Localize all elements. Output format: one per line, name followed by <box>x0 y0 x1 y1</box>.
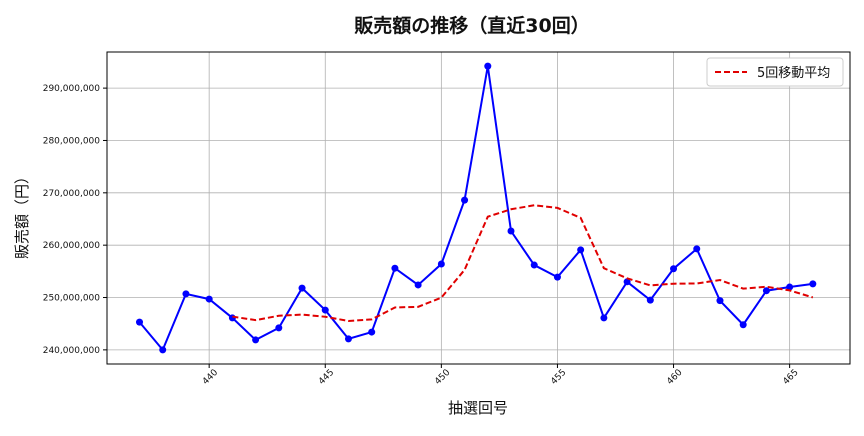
sales-data-point <box>484 62 492 70</box>
x-axis-label: 抽選回号 <box>448 399 508 417</box>
sales-data-point <box>553 273 561 281</box>
sales-data-point <box>298 284 306 292</box>
sales-data-point <box>391 264 399 272</box>
y-tick-label: 260,000,000 <box>43 241 101 251</box>
x-tick-label: 450 <box>433 368 452 387</box>
y-axis-label: 販売額（円） <box>13 169 31 259</box>
sales-data-point <box>670 265 678 273</box>
legend-label-moving-average: 5回移動平均 <box>757 66 830 81</box>
sales-data-point <box>275 324 283 332</box>
sales-data-point <box>530 261 538 269</box>
plot-frame <box>106 51 851 365</box>
sales-data-point <box>159 346 167 354</box>
legend-box <box>706 57 844 87</box>
sales-data-point <box>252 336 260 344</box>
sales-data-point <box>623 278 631 286</box>
x-tick-label: 455 <box>549 368 568 387</box>
legend: 5回移動平均 <box>706 57 844 87</box>
x-tick-label: 445 <box>317 368 336 387</box>
sales-data-point <box>414 281 422 289</box>
sales-data-point <box>344 335 352 343</box>
y-tick-label: 270,000,000 <box>43 189 101 199</box>
sales-data-point <box>461 196 469 204</box>
x-tick-label: 460 <box>665 368 684 387</box>
sales-data-point <box>739 321 747 329</box>
sales-line <box>138 65 813 352</box>
grid <box>107 52 850 364</box>
moving-average-line <box>232 204 814 322</box>
y-tick-label: 280,000,000 <box>43 136 101 146</box>
sales-data-point <box>437 260 445 268</box>
y-tick-label: 240,000,000 <box>43 346 101 356</box>
y-tick-label: 290,000,000 <box>43 84 101 94</box>
sales-data-point <box>577 246 585 254</box>
sales-data-point <box>786 283 794 291</box>
sales-data-point <box>136 318 144 326</box>
sales-data-point <box>182 290 190 298</box>
y-tick-label: 250,000,000 <box>43 294 101 304</box>
x-tick-label: 465 <box>781 368 800 387</box>
chart-title: 販売額の推移（直近30回） <box>354 14 589 37</box>
sales-data-point <box>762 287 770 295</box>
sales-data-point <box>321 306 329 314</box>
sales-data-point <box>646 296 654 304</box>
sales-data-point <box>716 297 724 305</box>
sales-data-point <box>809 280 817 288</box>
sales-data-point <box>600 314 608 322</box>
sales-data-point <box>693 245 701 253</box>
x-tick-label: 440 <box>201 368 220 387</box>
sales-data-point <box>368 328 376 336</box>
series <box>136 62 817 354</box>
sales-data-point <box>507 227 515 235</box>
sales-data-point <box>205 295 213 303</box>
